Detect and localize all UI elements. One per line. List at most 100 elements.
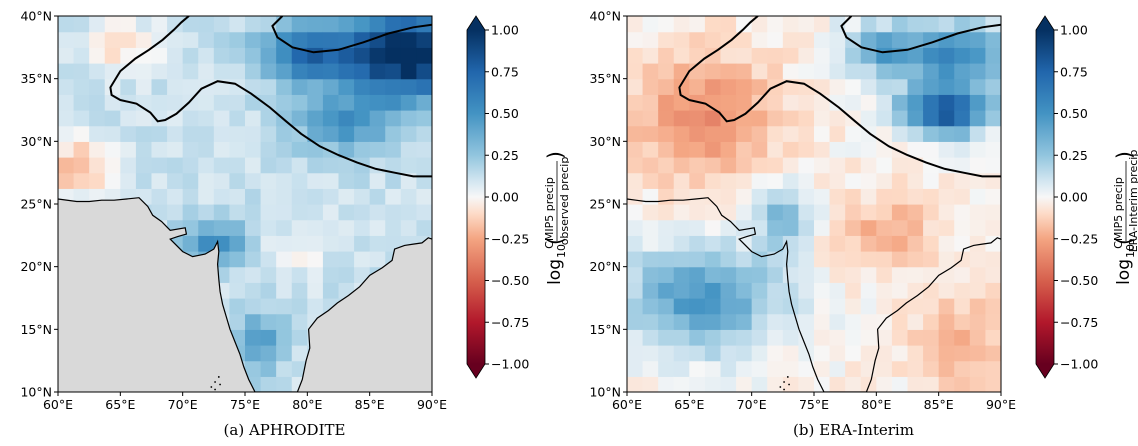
heatmap-cell	[642, 266, 659, 283]
heatmap-cell	[276, 282, 293, 299]
heatmap-cell	[658, 313, 675, 330]
heatmap-cell	[642, 298, 659, 315]
heatmap-cell	[245, 313, 262, 330]
colorbar-tick-label: 1.00	[491, 23, 519, 38]
heatmap-cell	[782, 172, 800, 189]
heatmap-cell	[260, 219, 277, 236]
heatmap-cell	[338, 235, 355, 252]
map-figure-era-interim: 60°E 65°E 70°E 75°E 80°E 85°E 90°E 10°N 15°N 20°N…	[589, 9, 1138, 413]
heatmap-cell	[923, 235, 940, 252]
heatmap-cell	[354, 16, 371, 33]
heatmap-cell	[260, 376, 277, 392]
heatmap-cell	[798, 204, 815, 221]
heatmap-cell	[627, 94, 644, 111]
heatmap-cell	[876, 31, 893, 48]
colorbar-tick-label: 0.25	[1060, 148, 1088, 163]
heatmap-cell	[400, 219, 418, 236]
heatmap-cell	[213, 47, 231, 64]
colorbar-tick-label: −1.00	[491, 357, 529, 372]
heatmap-cell	[751, 235, 768, 252]
heatmap-cell	[782, 125, 800, 142]
heatmap-cell	[260, 345, 277, 362]
heatmap-cell	[627, 78, 644, 95]
heatmap-cell	[845, 157, 862, 174]
heatmap-cell	[938, 298, 955, 315]
heatmap-cell	[673, 204, 690, 221]
heatmap-cell	[167, 78, 184, 95]
heatmap-cell	[276, 63, 293, 80]
island-dot	[210, 386, 213, 388]
heatmap-cell	[73, 110, 90, 127]
heatmap-cell	[969, 298, 987, 315]
heatmap-cell	[120, 157, 137, 174]
heatmap-cell	[167, 141, 184, 158]
heatmap-cell	[704, 360, 722, 377]
heatmap-cell	[814, 376, 831, 392]
heatmap-cell	[338, 16, 355, 33]
heatmap-cell	[860, 282, 877, 299]
heatmap-cell	[860, 345, 877, 362]
heatmap-cell	[845, 204, 862, 221]
heatmap-cell	[627, 282, 644, 299]
heatmap-cell	[923, 251, 940, 268]
heatmap-cell	[307, 157, 324, 174]
heatmap-cell	[627, 141, 644, 158]
heatmap-cell	[736, 47, 753, 64]
heatmap-cell	[276, 141, 293, 158]
heatmap-cell	[385, 204, 402, 221]
paren-close: )	[1112, 151, 1136, 159]
heatmap-cell	[322, 204, 340, 221]
heatmap-cell	[907, 360, 924, 377]
heatmap-cell	[829, 172, 846, 189]
heatmap-cell	[627, 157, 644, 174]
heatmap-cell	[260, 360, 277, 377]
heatmap-cell	[938, 329, 955, 346]
heatmap-cell	[229, 16, 246, 33]
heatmap-cell	[845, 188, 862, 205]
y-tick-label: 25°N	[589, 197, 621, 212]
heatmap-cell	[338, 63, 355, 80]
heatmap-cell	[689, 31, 706, 48]
heatmap-cell	[751, 78, 768, 95]
heatmap-cell	[829, 31, 846, 48]
heatmap-cell	[798, 78, 815, 95]
heatmap-cell	[338, 78, 355, 95]
heatmap-cell	[814, 31, 831, 48]
heatmap-cell	[276, 188, 293, 205]
heatmap-cell	[120, 31, 137, 48]
heatmap-cell	[954, 329, 971, 346]
heatmap-cell	[385, 78, 402, 95]
heatmap-cell	[104, 31, 121, 48]
heatmap-cell	[229, 110, 246, 127]
heatmap-cell	[704, 345, 722, 362]
heatmap-cell	[276, 251, 293, 268]
heatmap-cell	[720, 313, 737, 330]
heatmap-cell	[720, 16, 737, 33]
heatmap-cell	[369, 219, 386, 236]
heatmap-cell	[954, 376, 971, 392]
heatmap-cells	[627, 16, 1001, 392]
heatmap-cell	[891, 251, 909, 268]
heatmap-cell	[845, 345, 862, 362]
heatmap-cell	[860, 298, 877, 315]
heatmap-cell	[245, 282, 262, 299]
heatmap-cell	[673, 345, 690, 362]
heatmap-cell	[291, 266, 308, 283]
heatmap-cell	[814, 94, 831, 111]
island-dot	[217, 376, 220, 378]
heatmap-cell	[736, 31, 753, 48]
heatmap-cell	[845, 235, 862, 252]
heatmap-cell	[704, 219, 722, 236]
heatmap-cell	[673, 31, 690, 48]
heatmap-cell	[798, 376, 815, 392]
heatmap-cell	[798, 125, 815, 142]
heatmap-cell	[751, 172, 768, 189]
heatmap-cell	[627, 16, 644, 33]
heatmap-cell	[338, 266, 355, 283]
heatmap-cell	[969, 345, 987, 362]
x-tick-label: 70°E	[168, 397, 198, 412]
heatmap-cell	[642, 251, 659, 268]
heatmap-cell	[767, 235, 784, 252]
heatmap-cell	[642, 47, 659, 64]
heatmap-cell	[291, 219, 308, 236]
